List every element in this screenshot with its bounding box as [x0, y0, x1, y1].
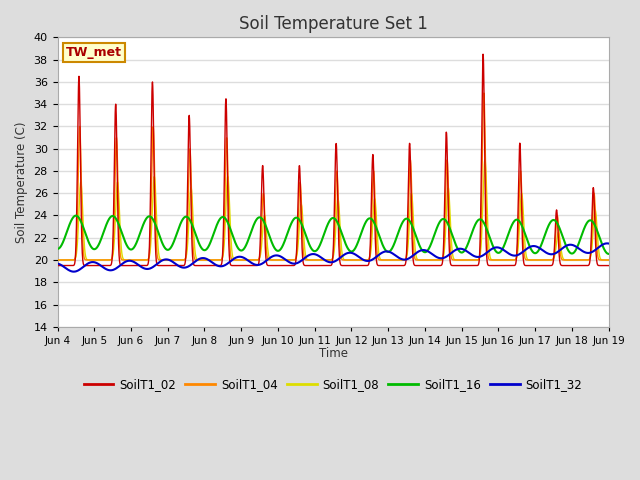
SoilT1_32 — [556, 247, 564, 253]
SoilT1_32 — [605, 240, 612, 246]
Line: SoilT1_02: SoilT1_02 — [58, 54, 609, 265]
SoilT1_04 — [605, 257, 612, 263]
Y-axis label: Soil Temperature (C): Soil Temperature (C) — [15, 121, 28, 243]
SoilT1_04 — [556, 249, 564, 254]
X-axis label: Time: Time — [319, 347, 348, 360]
SoilT1_16 — [556, 227, 564, 232]
SoilT1_16 — [72, 213, 80, 218]
SoilT1_04 — [207, 257, 215, 263]
Line: SoilT1_16: SoilT1_16 — [58, 216, 609, 254]
SoilT1_32 — [604, 240, 611, 246]
SoilT1_32 — [493, 244, 501, 250]
SoilT1_08 — [493, 257, 501, 263]
SoilT1_16 — [361, 220, 369, 226]
SoilT1_02 — [605, 263, 612, 268]
SoilT1_02 — [54, 263, 61, 268]
SoilT1_32 — [70, 269, 77, 275]
Legend: SoilT1_02, SoilT1_04, SoilT1_08, SoilT1_16, SoilT1_32: SoilT1_02, SoilT1_04, SoilT1_08, SoilT1_… — [79, 374, 587, 396]
SoilT1_04 — [493, 257, 501, 263]
Text: TW_met: TW_met — [66, 46, 122, 59]
SoilT1_04 — [480, 90, 488, 96]
Line: SoilT1_08: SoilT1_08 — [58, 160, 609, 260]
SoilT1_16 — [349, 248, 357, 254]
SoilT1_08 — [207, 257, 215, 263]
SoilT1_02 — [556, 260, 564, 266]
SoilT1_08 — [349, 257, 357, 263]
SoilT1_02 — [572, 263, 579, 268]
Line: SoilT1_04: SoilT1_04 — [58, 93, 609, 260]
SoilT1_32 — [349, 251, 357, 256]
SoilT1_04 — [361, 257, 369, 263]
SoilT1_08 — [361, 257, 369, 263]
SoilT1_02 — [361, 263, 369, 268]
SoilT1_04 — [572, 257, 579, 263]
SoilT1_08 — [481, 157, 489, 163]
SoilT1_02 — [207, 263, 215, 268]
SoilT1_16 — [54, 246, 61, 252]
SoilT1_08 — [572, 257, 580, 263]
SoilT1_04 — [54, 257, 61, 263]
SoilT1_32 — [572, 243, 579, 249]
SoilT1_32 — [54, 261, 61, 266]
SoilT1_08 — [54, 257, 61, 263]
SoilT1_04 — [349, 257, 356, 263]
Title: Soil Temperature Set 1: Soil Temperature Set 1 — [239, 15, 428, 33]
SoilT1_08 — [605, 257, 612, 263]
SoilT1_02 — [349, 263, 356, 268]
SoilT1_16 — [572, 248, 579, 253]
SoilT1_16 — [605, 251, 612, 257]
SoilT1_32 — [207, 259, 215, 265]
SoilT1_02 — [479, 51, 487, 57]
SoilT1_08 — [557, 240, 564, 246]
SoilT1_02 — [493, 263, 501, 268]
SoilT1_08 — [57, 257, 65, 263]
SoilT1_32 — [361, 258, 369, 264]
SoilT1_16 — [493, 250, 501, 255]
SoilT1_16 — [207, 237, 215, 243]
Line: SoilT1_32: SoilT1_32 — [58, 243, 609, 272]
